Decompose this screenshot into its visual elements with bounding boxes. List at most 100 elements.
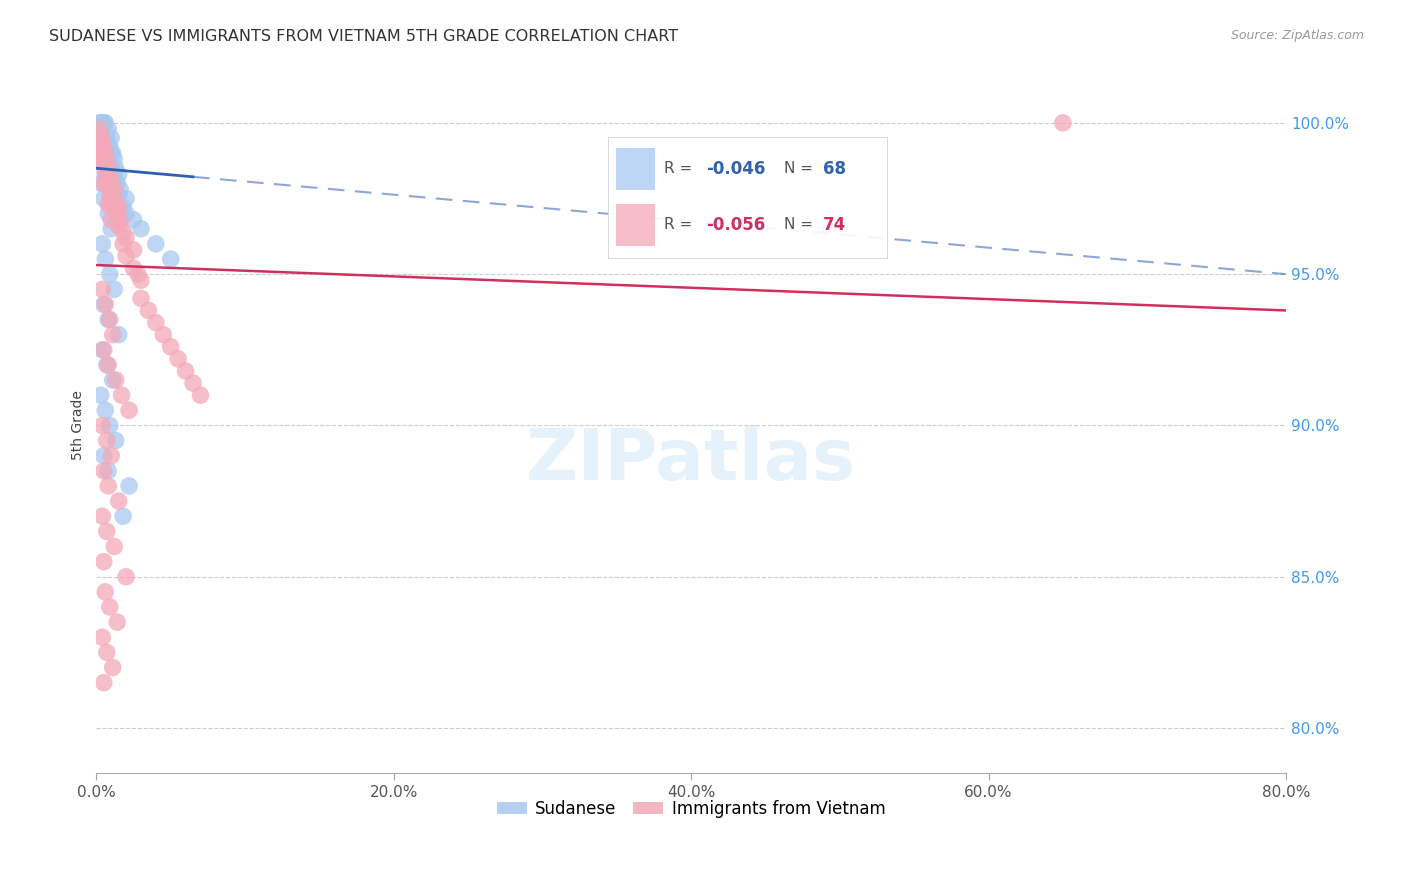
Point [97,136,120,151]
Point [167,351,190,366]
Point [93,177,115,191]
Point [93,128,115,142]
Point [90,121,112,136]
Point [112,236,135,251]
Point [94,167,117,181]
Point [103,170,125,185]
Point [90,388,112,402]
Point [145,316,167,330]
Point [112,509,135,524]
Point [89,116,111,130]
Point [91,134,114,148]
Point [91,146,114,161]
Point [94,164,117,178]
Point [101,373,124,387]
Point [97,312,120,326]
Point [96,146,118,161]
Point [103,152,125,166]
Point [122,243,145,257]
Point [115,249,138,263]
Point [97,179,120,194]
Point [91,152,114,166]
Point [127,267,149,281]
Point [129,273,152,287]
Point [101,188,124,202]
Point [97,170,120,185]
Point [101,146,124,161]
Point [94,134,117,148]
Point [98,170,121,185]
Point [112,201,135,215]
Point [97,358,120,372]
Point [107,327,129,342]
Point [105,615,128,629]
Point [94,403,117,417]
Legend: Sudanese, Immigrants from Vietnam: Sudanese, Immigrants from Vietnam [491,793,891,824]
Point [122,261,145,276]
Point [100,212,122,227]
Point [93,343,115,357]
Point [105,177,128,191]
Point [104,194,127,209]
Point [94,152,117,166]
Point [91,343,114,357]
Point [96,161,118,176]
Point [100,177,122,191]
Point [181,376,204,390]
Point [94,252,117,266]
Point [115,192,138,206]
Point [89,131,111,145]
Point [103,540,125,554]
Point [97,121,120,136]
Point [107,201,129,215]
Point [103,201,125,215]
Point [100,164,122,178]
Point [91,630,114,644]
Point [93,116,115,130]
Text: SUDANESE VS IMMIGRANTS FROM VIETNAM 5TH GRADE CORRELATION CHART: SUDANESE VS IMMIGRANTS FROM VIETNAM 5TH … [49,29,678,44]
Point [91,116,114,130]
Point [159,340,181,354]
Point [96,434,118,448]
Point [93,158,115,172]
Point [108,212,131,227]
Point [87,131,110,145]
Point [159,252,181,266]
Point [101,660,124,674]
Point [100,146,122,161]
Point [93,464,115,478]
Point [115,206,138,220]
Y-axis label: 5th Grade: 5th Grade [72,391,86,460]
Text: Source: ZipAtlas.com: Source: ZipAtlas.com [1230,29,1364,42]
Point [107,167,129,181]
Point [111,388,134,402]
Point [97,464,120,478]
Point [91,282,114,296]
Point [98,418,121,433]
Point [91,418,114,433]
Point [98,140,121,154]
Point [94,116,117,130]
Text: ZIPatlas: ZIPatlas [526,425,856,495]
Point [108,182,131,196]
Point [100,194,122,209]
Point [96,645,118,659]
Point [93,555,115,569]
Point [90,116,112,130]
Point [93,140,115,154]
Point [90,146,112,161]
Point [1052,116,1074,130]
Point [96,155,118,169]
Point [98,188,121,202]
Point [96,131,118,145]
Point [118,403,141,417]
Point [105,206,128,220]
Point [152,327,174,342]
Point [93,192,115,206]
Point [98,599,121,614]
Point [94,585,117,599]
Point [91,236,114,251]
Point [100,449,122,463]
Point [97,152,120,166]
Point [93,675,115,690]
